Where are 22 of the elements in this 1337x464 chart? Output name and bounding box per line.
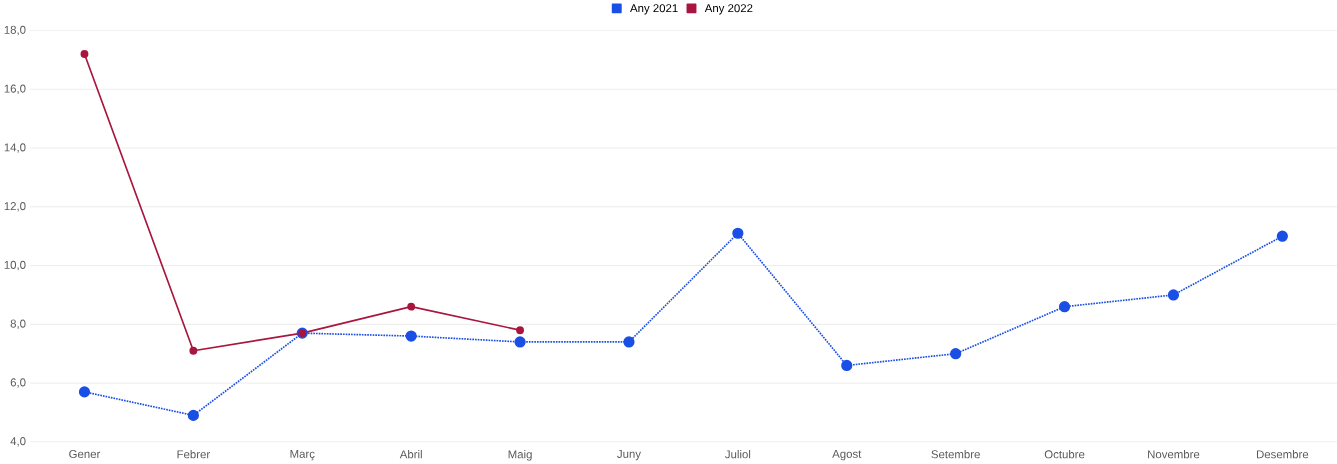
y-tick-label: 6,0 <box>10 378 26 388</box>
x-tick-label: Desembre <box>1256 449 1309 459</box>
x-tick-label: Gener <box>69 449 101 458</box>
x-tick-label: Abril <box>399 449 422 459</box>
x-tick-label: Febrer <box>177 449 210 459</box>
x-tick-label: Maig <box>508 449 532 461</box>
y-tick-label: 4,0 <box>10 436 26 447</box>
y-tick-label: 8,0 <box>10 319 26 329</box>
legend-label: Any 2022 <box>704 3 753 15</box>
y-tick-label: 18,0 <box>4 25 26 36</box>
legend-label: Any 2021 <box>630 3 678 15</box>
x-tick-label: Octubre <box>1044 449 1085 459</box>
y-tick-label: 16,0 <box>4 84 26 94</box>
y-tick-label: 14,0 <box>4 143 26 153</box>
y-tick-label: 10,0 <box>4 260 26 271</box>
x-tick-label: Agost <box>832 449 862 460</box>
x-tick-label: Setembre <box>931 449 980 459</box>
x-tick-label: Juliol <box>725 449 751 459</box>
x-tick-label: Novembre <box>1148 449 1200 459</box>
x-tick-label: Juny <box>617 449 641 460</box>
y-tick-label: 12,0 <box>4 201 26 212</box>
x-tick-label: Març <box>290 449 315 461</box>
